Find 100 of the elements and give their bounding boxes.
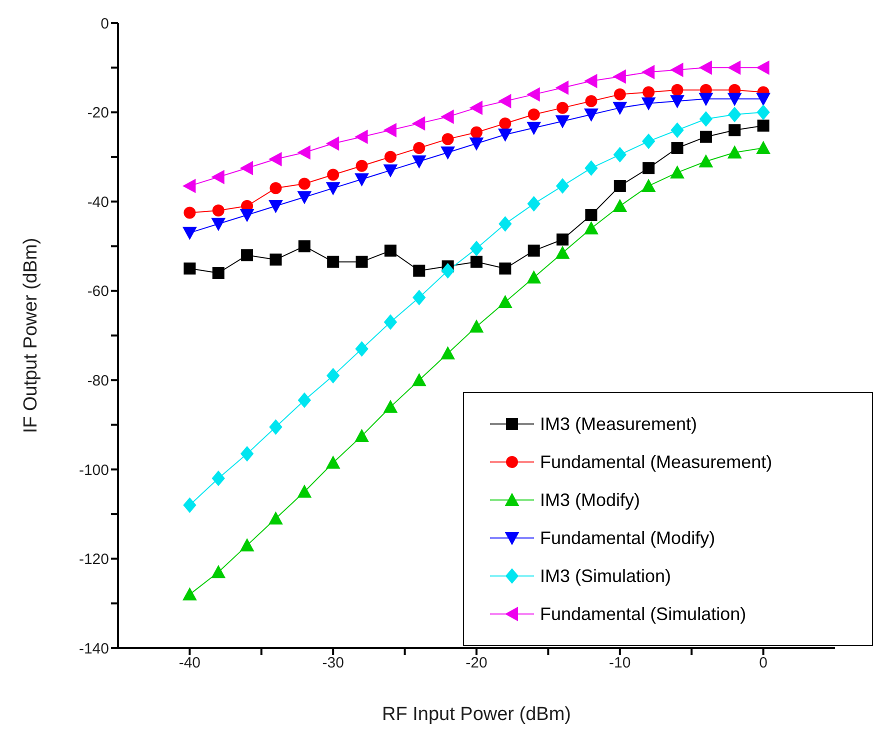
point xyxy=(442,133,454,146)
legend-label: Fundamental (Measurement) xyxy=(540,452,772,472)
point xyxy=(584,221,598,234)
point xyxy=(412,372,426,386)
point xyxy=(670,122,684,138)
point xyxy=(326,456,340,469)
point xyxy=(326,136,340,151)
point xyxy=(441,262,454,279)
point xyxy=(727,145,742,158)
point xyxy=(413,264,426,277)
point xyxy=(526,122,542,136)
point xyxy=(182,226,197,240)
point xyxy=(297,484,312,498)
y-tick-label: 0 xyxy=(100,15,109,32)
x-tick-label: -10 xyxy=(609,654,631,672)
point xyxy=(584,74,598,88)
point xyxy=(440,110,454,124)
point xyxy=(383,400,398,413)
point xyxy=(671,142,684,154)
point xyxy=(297,145,310,160)
point xyxy=(698,60,712,75)
legend-label: Fundamental (Simulation) xyxy=(540,604,746,624)
point xyxy=(756,60,770,75)
point xyxy=(498,128,512,142)
point xyxy=(641,178,656,192)
point xyxy=(184,262,196,275)
point xyxy=(642,162,655,174)
point xyxy=(184,206,196,219)
y-tick-label: -40 xyxy=(87,194,109,211)
point xyxy=(412,116,426,131)
point xyxy=(614,180,626,192)
point xyxy=(671,84,684,96)
x-tick-label: -20 xyxy=(466,654,488,672)
point xyxy=(757,120,770,132)
point xyxy=(383,122,396,138)
y-tick-label: -120 xyxy=(78,551,109,568)
point xyxy=(556,102,569,114)
point xyxy=(354,173,369,186)
point xyxy=(584,160,598,176)
point xyxy=(613,146,626,162)
legend-label: IM3 (Simulation) xyxy=(540,566,672,586)
point xyxy=(498,294,512,308)
point xyxy=(440,346,456,360)
point xyxy=(270,254,282,266)
point xyxy=(469,100,482,116)
y-tick-label: -100 xyxy=(78,462,109,479)
point xyxy=(298,392,312,408)
point xyxy=(268,200,283,214)
point xyxy=(499,117,512,130)
point xyxy=(182,587,197,600)
point xyxy=(268,152,282,166)
point xyxy=(470,126,482,138)
point xyxy=(470,256,482,268)
point xyxy=(670,165,684,179)
point xyxy=(182,178,196,194)
y-tick-label: -60 xyxy=(87,283,109,300)
point xyxy=(298,240,310,252)
x-tick-label: 0 xyxy=(759,654,768,672)
point xyxy=(526,87,540,102)
point xyxy=(728,106,742,122)
legend-label: IM3 (Modify) xyxy=(540,490,640,510)
point xyxy=(240,208,254,222)
point xyxy=(270,182,282,194)
point xyxy=(269,419,282,435)
point xyxy=(469,319,484,333)
point xyxy=(298,178,310,190)
point xyxy=(384,244,396,257)
point xyxy=(698,154,714,168)
point xyxy=(211,170,224,184)
point xyxy=(326,182,340,196)
point xyxy=(498,94,512,108)
point xyxy=(756,140,770,154)
point xyxy=(440,146,456,160)
point xyxy=(699,111,713,127)
y-tick-label: -20 xyxy=(87,104,109,122)
point xyxy=(585,208,598,221)
point xyxy=(641,64,655,80)
x-tick-label: -30 xyxy=(322,654,344,672)
legend-label: Fundamental (Modify) xyxy=(540,528,716,548)
point xyxy=(470,240,484,256)
point xyxy=(240,160,254,176)
point xyxy=(756,92,770,106)
point xyxy=(240,446,254,462)
point xyxy=(469,138,484,151)
point xyxy=(555,246,570,259)
point xyxy=(268,511,283,525)
point xyxy=(383,164,398,178)
y-tick-label: -140 xyxy=(78,640,109,658)
x-tick-label: -40 xyxy=(178,654,201,672)
point xyxy=(728,124,741,136)
point xyxy=(212,470,225,486)
point xyxy=(555,115,570,128)
point xyxy=(412,290,426,306)
point xyxy=(211,564,226,578)
point xyxy=(641,97,656,111)
point xyxy=(526,270,542,284)
point xyxy=(756,104,770,120)
point xyxy=(183,497,196,513)
point xyxy=(642,134,656,150)
point xyxy=(528,244,540,257)
